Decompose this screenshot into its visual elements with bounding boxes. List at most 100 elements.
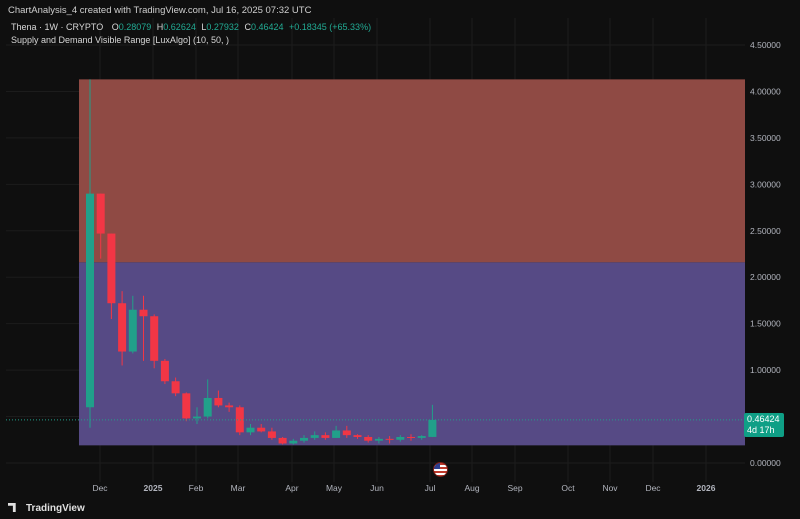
time-tick-label: 2026	[697, 483, 716, 493]
candle[interactable]	[374, 436, 383, 444]
candle[interactable]	[289, 438, 298, 445]
candle[interactable]	[86, 79, 94, 428]
candles[interactable]	[86, 79, 437, 445]
candle[interactable]	[257, 423, 266, 433]
candle-body[interactable]	[342, 430, 351, 436]
tradingview-logo-icon	[8, 503, 16, 512]
candle-body[interactable]	[289, 440, 298, 444]
candle-body[interactable]	[118, 303, 127, 352]
price-tick-label: 2.00000	[750, 272, 781, 282]
candle[interactable]	[300, 435, 308, 443]
candle[interactable]	[396, 435, 405, 442]
candle[interactable]	[214, 390, 223, 408]
candle-body[interactable]	[396, 436, 405, 440]
candle-body[interactable]	[139, 309, 148, 317]
supply-demand-zones	[79, 79, 745, 446]
time-tick-label: Dec	[645, 483, 661, 493]
candle[interactable]	[225, 402, 234, 412]
time-axis[interactable]: Dec 2025 Feb Mar Apr May Jun Jul Aug Sep Oct Nov Dec…	[92, 483, 715, 493]
candle-body[interactable]	[160, 360, 169, 382]
candle-body[interactable]	[407, 436, 415, 438]
time-tick-label: Oct	[561, 483, 575, 493]
candle[interactable]	[107, 233, 116, 320]
candle-body[interactable]	[364, 436, 373, 441]
candle[interactable]	[428, 404, 437, 438]
candle-body[interactable]	[107, 233, 116, 304]
candle[interactable]	[118, 291, 127, 366]
candle-body[interactable]	[385, 438, 394, 440]
candle[interactable]	[321, 432, 330, 440]
time-tick-label: 2025	[144, 483, 163, 493]
candle-body[interactable]	[428, 419, 437, 437]
candle-body[interactable]	[278, 437, 287, 444]
time-tick-label: Feb	[189, 483, 204, 493]
candle-body[interactable]	[417, 436, 426, 438]
candle[interactable]	[160, 358, 169, 385]
last-price-badge: 0.46424 4d 17h	[744, 413, 784, 437]
chart-watermark: ChartAnalysis_4 created with TradingView…	[8, 5, 312, 16]
candle[interactable]	[332, 425, 341, 438]
candle[interactable]	[171, 377, 180, 397]
footer-bar	[0, 497, 800, 519]
close-label: C	[244, 22, 251, 32]
candle-body[interactable]	[332, 430, 341, 438]
candle-body[interactable]	[214, 397, 223, 406]
symbol-name[interactable]: Thena · 1W · CRYPTO	[11, 22, 104, 32]
price-axis[interactable]: 0.000000.500001.000001.500002.000002.500…	[750, 40, 781, 468]
open-label: O	[111, 22, 119, 32]
candle-body[interactable]	[96, 193, 105, 234]
candle-body[interactable]	[225, 405, 234, 408]
candle[interactable]	[246, 423, 255, 436]
change-value: +0.18345 (+65.33%)	[289, 22, 372, 32]
candle[interactable]	[385, 436, 394, 444]
candle[interactable]	[353, 434, 362, 439]
candle[interactable]	[407, 434, 415, 441]
us-flag-event-icon[interactable]	[433, 462, 448, 477]
time-tick-label: Apr	[285, 483, 298, 493]
tradingview-logo[interactable]: TradingView	[8, 503, 85, 514]
indicator-legend[interactable]: Supply and Demand Visible Range [LuxAlgo…	[11, 35, 229, 45]
candle-body[interactable]	[86, 193, 94, 408]
candle[interactable]	[235, 405, 244, 436]
candle-body[interactable]	[150, 316, 159, 361]
candle-body[interactable]	[310, 435, 319, 438]
candle-body[interactable]	[321, 435, 330, 438]
candle[interactable]	[278, 436, 287, 445]
candle[interactable]	[139, 295, 148, 361]
price-tick-label: 3.00000	[750, 179, 781, 189]
candle[interactable]	[417, 435, 426, 440]
candle-body[interactable]	[267, 431, 276, 438]
candle-body[interactable]	[300, 437, 308, 441]
candle[interactable]	[203, 379, 212, 419]
candle[interactable]	[182, 392, 191, 422]
price-tick-label: 0.00000	[750, 458, 781, 468]
time-tick-label: May	[326, 483, 343, 493]
candle-body[interactable]	[257, 427, 266, 432]
time-tick-label: Jun	[370, 483, 384, 493]
candle-body[interactable]	[171, 381, 180, 394]
candle[interactable]	[364, 435, 373, 443]
candle[interactable]	[128, 295, 137, 354]
candle-body[interactable]	[246, 427, 255, 433]
last-price-value: 0.46424	[747, 414, 780, 424]
candle-body[interactable]	[182, 393, 191, 419]
candle-body[interactable]	[353, 435, 362, 437]
candle[interactable]	[310, 431, 319, 440]
high-value: 0.62624	[163, 22, 196, 32]
candle-body[interactable]	[128, 309, 137, 352]
time-tick-label: Jul	[425, 483, 436, 493]
high-label: H	[156, 22, 164, 32]
time-tick-label: Aug	[464, 483, 479, 493]
candle-body[interactable]	[203, 397, 212, 417]
candle[interactable]	[150, 314, 159, 369]
candle[interactable]	[267, 427, 276, 440]
candle[interactable]	[193, 407, 201, 424]
candle-body[interactable]	[235, 407, 244, 433]
symbol-legend[interactable]: Thena · 1W · CRYPTO O0.28079 H0.62624 L0…	[11, 22, 371, 32]
candle[interactable]	[342, 425, 351, 438]
candle-body[interactable]	[374, 438, 383, 441]
candle[interactable]	[96, 193, 105, 259]
candle-body[interactable]	[193, 416, 201, 419]
